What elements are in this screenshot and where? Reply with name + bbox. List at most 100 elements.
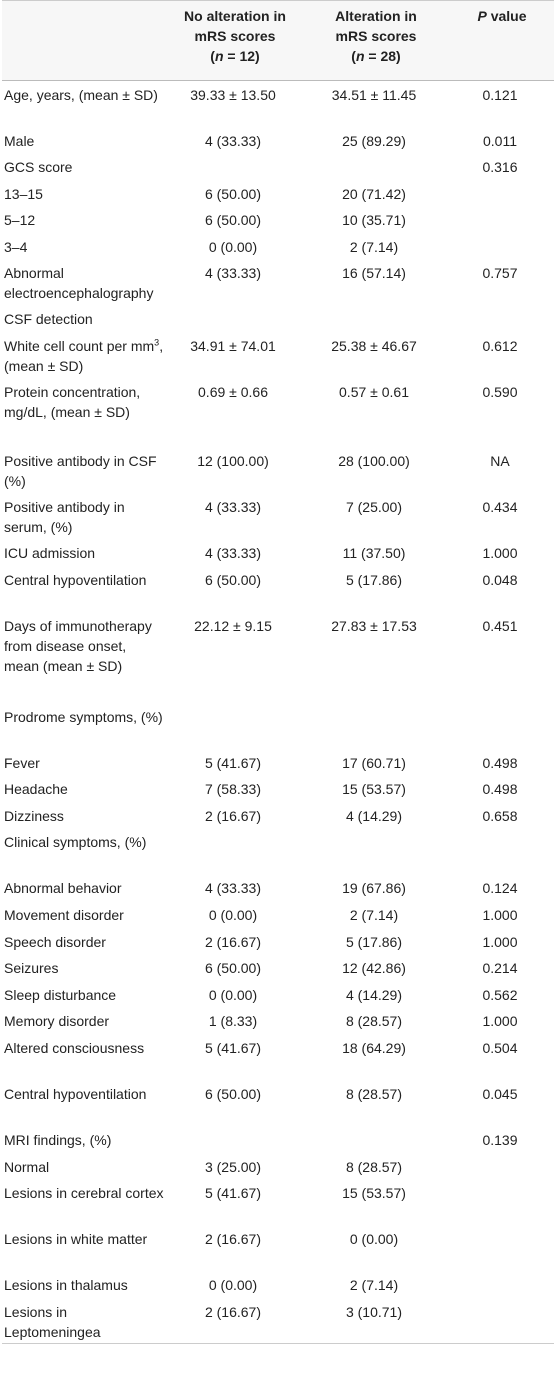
cell-no-alteration: 6 (50.00) <box>204 571 262 588</box>
cell-no-alteration: 2 (16.67) <box>204 1231 262 1248</box>
header-text: Alteration in <box>335 8 417 24</box>
cell-no-alteration: 39.33 ± 13.50 <box>190 87 276 103</box>
cell-no-alteration: 6 (50.00) <box>204 212 262 229</box>
cell-alteration <box>302 305 450 332</box>
cell-alteration: 20 (71.42) <box>342 185 406 202</box>
header-blank <box>2 0 168 81</box>
cell-no-alteration: 34.91 ± 74.01 <box>190 338 276 355</box>
cell-p-value: 0.498 <box>482 781 518 798</box>
table-row: Lesions in white matter 2 (16.67) 0 (0.00) <box>2 1225 554 1271</box>
header-text: = 28) <box>364 48 401 64</box>
cell-no-alteration: 12 (100.00) <box>197 453 269 470</box>
cell-p-value <box>450 1271 554 1298</box>
cell-p-value: NA <box>490 453 510 470</box>
row-label: Fever <box>4 754 40 771</box>
cell-alteration <box>302 828 450 874</box>
row-label: GCS score <box>4 159 73 176</box>
table-row: 3–4 0 (0.00) 2 (7.14) <box>2 233 554 260</box>
cell-alteration: 2 (7.14) <box>349 238 399 255</box>
cell-no-alteration: 4 (33.33) <box>204 132 262 149</box>
cell-alteration: 0.57 ± 0.61 <box>339 384 409 401</box>
cell-p-value <box>450 703 554 749</box>
cell-alteration: 18 (64.29) <box>342 1040 406 1056</box>
cell-no-alteration: 5 (41.67) <box>204 1040 262 1056</box>
cell-no-alteration: 22.12 ± 9.15 <box>194 617 272 634</box>
cell-no-alteration: 7 (58.33) <box>204 781 262 798</box>
cell-alteration: 11 (37.50) <box>342 545 406 562</box>
table-row: Speech disorder 2 (16.67) 5 (17.86) 1.000 <box>2 928 554 955</box>
cell-p-value: 0.590 <box>482 384 518 401</box>
table-row: Central hypoventilation 6 (50.00) 8 (28.57… <box>2 1080 554 1126</box>
cell-no-alteration: 3 (25.00) <box>204 1158 262 1175</box>
row-label: Abnormal electroencephalography <box>4 265 154 302</box>
cell-no-alteration: 0 (0.00) <box>208 907 258 924</box>
row-label: Altered consciousness <box>4 1040 145 1056</box>
row-label: Male <box>4 132 35 149</box>
row-label: Days of immunotherapy from disease onset… <box>4 617 152 674</box>
table-row: Prodrome symptoms, (%) <box>2 703 554 749</box>
cell-alteration: 27.83 ± 17.53 <box>331 617 417 634</box>
cell-p-value: 0.214 <box>482 960 518 977</box>
cell-no-alteration: 6 (50.00) <box>204 960 262 977</box>
table-row: Seizures 6 (50.00) 12 (42.86) 0.214 <box>2 954 554 981</box>
table-row: Days of immunotherapy from disease onset… <box>2 612 554 703</box>
cell-alteration: 25.38 ± 46.67 <box>331 338 417 355</box>
cell-alteration: 16 (57.14) <box>342 265 406 282</box>
cell-no-alteration: 6 (50.00) <box>204 185 262 202</box>
cell-p-value: 1.000 <box>482 907 518 924</box>
row-label: Lesions in cerebral cortex <box>4 1185 164 1202</box>
cell-no-alteration: 1 (8.33) <box>208 1013 258 1030</box>
table-row: Clinical symptoms, (%) <box>2 828 554 874</box>
table-row: Positive antibody in serum, (%) 4 (33.33)… <box>2 493 554 539</box>
cell-p-value <box>450 828 554 874</box>
cell-p-value: 0.316 <box>482 159 518 176</box>
row-label: Lesions in white matter <box>4 1231 148 1248</box>
cell-alteration: 5 (17.86) <box>345 933 403 950</box>
header-p-value: P value <box>450 0 554 81</box>
row-label: Dizziness <box>4 807 64 824</box>
table-row: ICU admission 4 (33.33) 11 (37.50) 1.000 <box>2 539 554 566</box>
table-row: MRI findings, (%) 0.139 <box>2 1126 554 1153</box>
cell-no-alteration: 2 (16.67) <box>204 807 262 824</box>
cell-no-alteration: 4 (33.33) <box>204 880 262 897</box>
table-row: Abnormal behavior 4 (33.33) 19 (67.86) 0.12… <box>2 874 554 901</box>
cell-alteration <box>302 153 450 180</box>
row-label: Sleep disturbance <box>4 986 117 1003</box>
cell-p-value <box>450 1153 554 1180</box>
cell-alteration: 17 (60.71) <box>342 754 406 771</box>
cell-no-alteration: 0 (0.00) <box>208 986 258 1003</box>
cell-p-value: 0.612 <box>482 338 518 355</box>
header-row: No alteration in mRS scores (n = 12) Alt… <box>2 0 554 81</box>
header-n: n <box>355 48 365 64</box>
table-row: White cell count per mm3, (mean ± SD) 34.… <box>2 332 554 378</box>
cell-p-value: 0.658 <box>482 807 518 824</box>
row-label: Movement disorder <box>4 907 124 924</box>
header-alteration: Alteration in mRS scores (n = 28) <box>302 0 450 81</box>
row-label: Normal <box>4 1158 50 1175</box>
table-body: Age, years, (mean ± SD) 39.33 ± 13.50 34.5… <box>2 81 554 1345</box>
table-row: Sleep disturbance 0 (0.00) 4 (14.29) 0.562 <box>2 981 554 1008</box>
table-row: Normal 3 (25.00) 8 (28.57) <box>2 1153 554 1180</box>
cell-p-value: 0.048 <box>482 571 518 588</box>
cell-p-value: 0.124 <box>482 880 518 897</box>
cell-p-value: 0.451 <box>482 617 518 634</box>
header-n: n <box>214 48 224 64</box>
cell-p-value: 0.434 <box>482 499 518 516</box>
cell-no-alteration <box>168 305 302 332</box>
row-label: Prodrome symptoms, (%) <box>4 708 163 725</box>
table-row: Abnormal electroencephalography 4 (33.33)… <box>2 259 554 305</box>
table-row: Dizziness 2 (16.67) 4 (14.29) 0.658 <box>2 802 554 829</box>
row-label: CSF detection <box>4 311 93 328</box>
table-row: Central hypoventilation 6 (50.00) 5 (17.86… <box>2 566 554 612</box>
row-label: Positive antibody in CSF (%) <box>4 453 157 490</box>
table-row: Fever 5 (41.67) 17 (60.71) 0.498 <box>2 749 554 776</box>
cell-no-alteration <box>168 703 302 749</box>
row-label: 3–4 <box>4 238 28 255</box>
cell-p-value: 0.504 <box>482 1040 518 1056</box>
cell-alteration: 4 (14.29) <box>345 807 403 824</box>
cell-no-alteration: 2 (16.67) <box>168 1297 302 1345</box>
table-row: Age, years, (mean ± SD) 39.33 ± 13.50 34.5… <box>2 81 554 127</box>
cell-alteration: 4 (14.29) <box>345 986 403 1003</box>
row-label-text: , (mean ± SD) <box>4 338 164 375</box>
table-row: Protein concentration, mg/dL, (mean ± SD… <box>2 378 554 447</box>
